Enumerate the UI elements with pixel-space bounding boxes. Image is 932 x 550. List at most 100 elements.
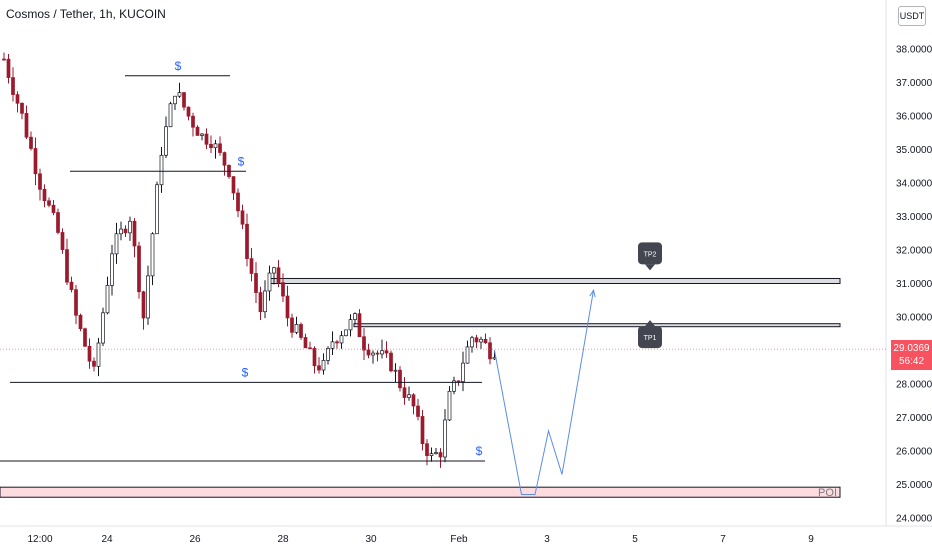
zone-poi [0, 486, 841, 498]
candle-body [51, 204, 56, 213]
x-tick-label: 26 [189, 534, 201, 545]
candle-body [254, 273, 258, 293]
candle-body [267, 272, 272, 292]
candle-body [11, 77, 15, 95]
candle-body [15, 94, 20, 104]
liquidity-label: $ [242, 365, 249, 379]
chart-title: Cosmos / Tether, 1h, KUCOIN [6, 7, 166, 21]
candle-body [456, 380, 461, 383]
candle-body [200, 133, 204, 136]
candle-body [281, 282, 285, 297]
candle-body [407, 394, 411, 398]
currency-badge[interactable]: USDT [898, 6, 926, 26]
y-tick-label: 25.0000 [896, 480, 932, 491]
x-tick-label: 7 [720, 534, 726, 545]
x-tick-label: 12:00 [27, 534, 52, 545]
candle-body [362, 336, 366, 351]
candle-body [384, 350, 389, 354]
candle-body [357, 313, 362, 338]
candle-body [447, 390, 452, 421]
candle-body [245, 223, 249, 259]
candle-body [366, 349, 371, 356]
y-tick-label: 24.0000 [896, 514, 932, 525]
x-tick-label: 28 [277, 534, 289, 545]
y-tick-label: 31.0000 [896, 279, 932, 290]
zone-box-1 [353, 323, 841, 328]
candle-body [38, 173, 42, 190]
candle-body [411, 394, 416, 407]
candle-body [488, 342, 492, 360]
candle-body [371, 352, 375, 356]
candle-body [155, 184, 159, 235]
candle-body [105, 285, 110, 314]
candle-body [429, 453, 434, 456]
candle-body [96, 342, 101, 367]
candle-body [29, 136, 33, 149]
y-tick-label: 26.0000 [896, 447, 932, 458]
candles-layer [2, 52, 497, 468]
target-label: TP1 [644, 335, 657, 342]
candle-body [110, 253, 114, 286]
candle-body [20, 102, 24, 114]
projection-arrowhead [589, 288, 596, 298]
candle-body [452, 380, 456, 392]
candle-body [272, 267, 276, 274]
candle-body [141, 291, 146, 319]
candle-body [290, 317, 294, 333]
candle-body [416, 405, 420, 417]
candle-body [299, 324, 303, 338]
candle-body [42, 189, 47, 202]
liquidity-label: $ [175, 59, 182, 73]
x-axis[interactable]: 12:00 24 26 28 30 Feb 3 5 7 9 [27, 534, 814, 545]
candle-body [209, 143, 213, 149]
candle-body [258, 292, 263, 313]
x-tick-label: 3 [544, 534, 550, 545]
candle-body [425, 443, 429, 456]
y-tick-label: 38.0000 [896, 45, 932, 56]
target-pointer [645, 264, 655, 271]
x-tick-label: 9 [808, 534, 814, 545]
candle-body [137, 245, 141, 293]
candle-body [128, 220, 132, 234]
x-tick-label: 24 [101, 534, 113, 545]
candle-body [164, 126, 168, 156]
candle-body [375, 352, 380, 355]
candle-body [326, 347, 330, 361]
x-tick-label: 30 [365, 534, 377, 545]
target-box [638, 242, 662, 265]
candle-body [60, 232, 65, 250]
y-tick-label: 35.0000 [896, 145, 932, 156]
levels-layer: $ $ $ $ TP1 TP2 [0, 59, 662, 462]
candle-body [218, 143, 222, 153]
candle-body [65, 249, 69, 283]
y-tick-label: 32.0000 [896, 246, 932, 257]
candle-body [380, 350, 384, 355]
zones-layer: POI [0, 277, 841, 499]
candle-body [303, 337, 308, 349]
candle-body [146, 275, 150, 319]
candle-body [335, 341, 339, 344]
candle-body [56, 212, 60, 233]
candle-body [204, 133, 209, 145]
candle-body [474, 337, 479, 343]
candle-body [339, 335, 344, 344]
x-tick-label: 5 [632, 534, 638, 545]
candle-body [398, 369, 402, 389]
candle-body [177, 92, 182, 97]
target-tp1: TP1 [638, 320, 662, 349]
candle-body [294, 324, 299, 333]
candle-body [114, 233, 119, 255]
projection-layer [494, 288, 596, 496]
candle-body [87, 345, 92, 362]
y-axis[interactable]: 24.000025.000026.000027.000028.000029.00… [896, 45, 932, 525]
y-tick-label: 37.0000 [896, 78, 932, 89]
candle-body [348, 319, 353, 331]
candle-body [393, 369, 398, 372]
target-tp2: TP2 [638, 242, 662, 271]
candle-body [263, 290, 267, 313]
candle-body [236, 192, 240, 212]
liquidity-label: $ [238, 154, 245, 168]
candle-body [101, 312, 105, 344]
projection-path [494, 290, 594, 496]
